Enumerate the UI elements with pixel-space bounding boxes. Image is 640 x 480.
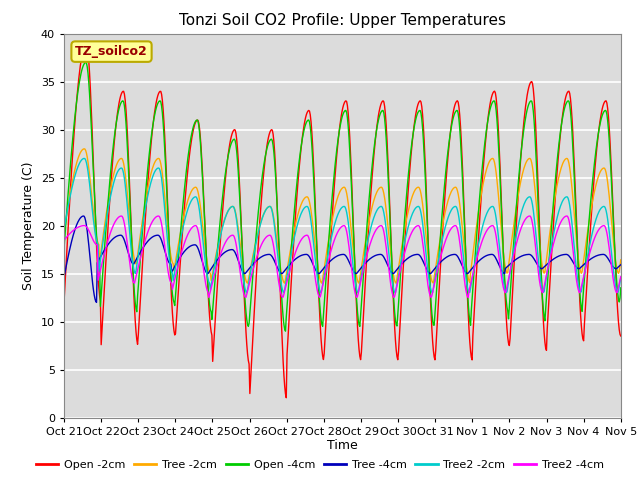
Open -2cm (428, 326, 436, 332)
Open -4cm (185, 149, 193, 155)
Open -2cm (412, 112, 419, 118)
Tree -2cm (128, 241, 136, 247)
Text: TZ_soilco2: TZ_soilco2 (75, 45, 148, 58)
Tree -4cm (215, 255, 223, 261)
Line: Tree -4cm: Tree -4cm (64, 216, 621, 302)
Tree2 -2cm (128, 255, 136, 261)
Open -2cm (185, 159, 193, 165)
Line: Tree2 -4cm: Tree2 -4cm (64, 216, 621, 298)
Open -4cm (70, 122, 78, 128)
Tree -2cm (392, 280, 400, 286)
Open -4cm (128, 251, 136, 256)
Tree2 -2cm (214, 244, 222, 250)
Tree -2cm (412, 186, 419, 192)
Tree -4cm (129, 261, 137, 266)
Tree2 -2cm (80, 156, 88, 161)
Open -2cm (128, 251, 136, 257)
Tree -2cm (80, 146, 88, 152)
Open -4cm (60, 246, 68, 252)
Tree2 -2cm (392, 290, 399, 296)
Y-axis label: Soil Temperature (C): Soil Temperature (C) (22, 161, 35, 290)
Tree2 -4cm (60, 237, 68, 243)
Open -4cm (282, 328, 289, 334)
Open -2cm (70, 131, 78, 136)
Tree2 -4cm (70, 227, 78, 233)
Tree2 -4cm (428, 295, 435, 300)
Tree -2cm (185, 195, 193, 201)
Tree -2cm (617, 257, 625, 263)
Open -4cm (412, 117, 419, 123)
Open -2cm (617, 333, 625, 339)
Tree2 -2cm (185, 204, 193, 210)
Tree2 -2cm (428, 289, 436, 295)
Tree2 -2cm (60, 227, 68, 232)
Line: Open -2cm: Open -2cm (64, 43, 621, 398)
Tree2 -2cm (70, 176, 78, 182)
Tree2 -4cm (127, 271, 135, 277)
Tree -4cm (428, 269, 436, 275)
Tree2 -4cm (185, 230, 193, 236)
Tree2 -4cm (617, 274, 625, 279)
Tree -2cm (70, 170, 78, 176)
Tree -4cm (70, 229, 78, 235)
Tree -4cm (186, 244, 193, 250)
Tree2 -4cm (214, 259, 222, 265)
X-axis label: Time: Time (327, 439, 358, 453)
Legend: Open -2cm, Tree -2cm, Open -4cm, Tree -4cm, Tree2 -2cm, Tree2 -4cm: Open -2cm, Tree -2cm, Open -4cm, Tree -4… (32, 456, 608, 474)
Tree2 -4cm (465, 295, 472, 300)
Open -2cm (83, 40, 90, 46)
Tree -4cm (412, 252, 419, 257)
Tree -2cm (214, 241, 222, 247)
Open -2cm (282, 395, 290, 401)
Tree2 -4cm (155, 213, 163, 219)
Tree -2cm (428, 278, 436, 284)
Open -4cm (428, 311, 436, 316)
Tree -4cm (60, 275, 68, 281)
Tree -4cm (79, 213, 87, 219)
Tree2 -2cm (617, 275, 625, 280)
Line: Tree2 -2cm: Tree2 -2cm (64, 158, 621, 293)
Tree -2cm (60, 229, 68, 235)
Line: Open -4cm: Open -4cm (64, 62, 621, 331)
Title: Tonzi Soil CO2 Profile: Upper Temperatures: Tonzi Soil CO2 Profile: Upper Temperatur… (179, 13, 506, 28)
Line: Tree -2cm: Tree -2cm (64, 149, 621, 283)
Tree -4cm (617, 262, 625, 267)
Tree -4cm (93, 300, 100, 305)
Open -4cm (214, 240, 222, 246)
Open -2cm (60, 300, 68, 305)
Tree2 -4cm (411, 225, 419, 230)
Open -2cm (214, 271, 222, 277)
Open -4cm (617, 285, 625, 291)
Tree2 -2cm (412, 205, 419, 211)
Open -4cm (82, 60, 90, 65)
